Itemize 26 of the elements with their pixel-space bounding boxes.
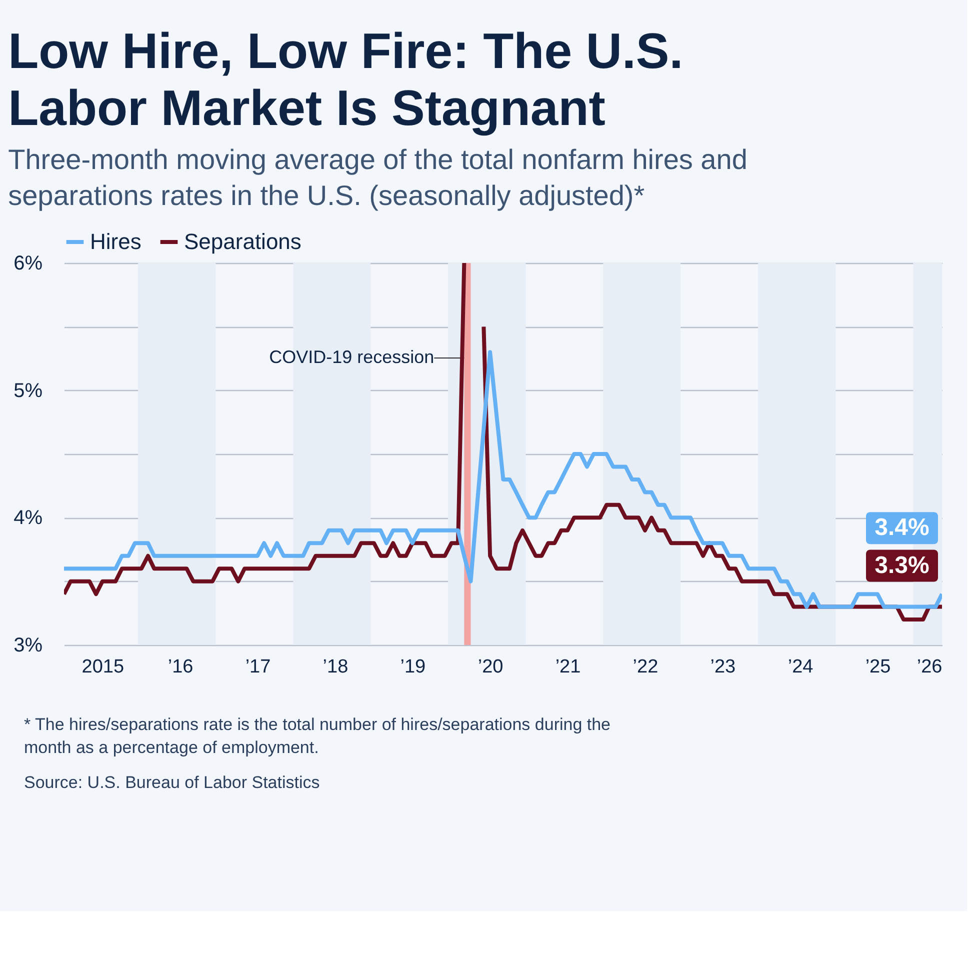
x-tick-label: ’22 bbox=[632, 656, 658, 678]
x-tick-label: ’21 bbox=[555, 656, 581, 678]
x-tick-label: ’25 bbox=[865, 656, 891, 678]
x-tick-label: ’20 bbox=[478, 656, 504, 678]
x-tick-label: ’18 bbox=[322, 656, 348, 678]
y-tick-label: 3% bbox=[14, 634, 43, 656]
y-tick-label: 6% bbox=[14, 252, 43, 274]
y-tick-label: 4% bbox=[14, 507, 43, 530]
chart-title: Low Hire, Low Fire: The U.S. Labor Market Is Stagnant bbox=[8, 23, 684, 136]
x-tick-label: 2015 bbox=[82, 656, 124, 678]
x-tick-label: ’16 bbox=[168, 656, 194, 678]
annotation: 3.4% bbox=[874, 514, 930, 542]
annotation: 3.3% bbox=[874, 552, 930, 579]
line-series bbox=[64, 350, 942, 609]
legend-label: Hires bbox=[90, 229, 142, 254]
text: * The hires/separations rate is the total number of hires/separations during the month as a percentage of employment. bbox=[24, 715, 611, 757]
x-tick-label: ’24 bbox=[788, 656, 814, 678]
x-tick-label: ’23 bbox=[710, 656, 736, 678]
y-tick-label: 5% bbox=[14, 380, 43, 402]
source-note: Source: U.S. Bureau of Labor Statistics bbox=[24, 773, 320, 792]
x-tick-label: ’17 bbox=[245, 656, 271, 678]
x-tick-label: ’26 bbox=[916, 656, 942, 678]
chart-subtitle: Three-month moving average of the total nonfarm hires and separations rates in the U.S. (seasonally adjusted)* bbox=[8, 144, 748, 211]
legend-label: Separations bbox=[184, 229, 302, 254]
x-tick-label: ’19 bbox=[400, 656, 426, 678]
band-label: COVID-19 recession bbox=[269, 347, 434, 367]
